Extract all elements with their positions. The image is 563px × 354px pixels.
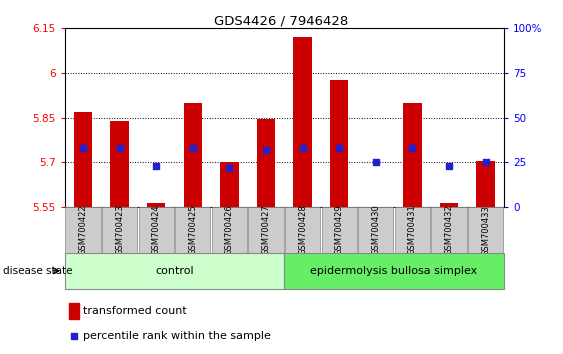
FancyBboxPatch shape [285,207,320,253]
Point [408,145,417,151]
Point [152,163,161,169]
Bar [110,121,129,207]
Bar [293,37,312,207]
FancyBboxPatch shape [65,207,101,253]
Point [225,165,234,171]
Point [188,145,197,151]
Point [298,145,307,151]
Bar [184,103,202,207]
FancyBboxPatch shape [212,207,247,253]
Point [79,145,88,151]
Point [481,160,490,165]
Text: GSM700422: GSM700422 [79,205,87,256]
Text: GSM700427: GSM700427 [262,205,270,256]
Text: percentile rank within the sample: percentile rank within the sample [83,331,271,341]
Point [115,145,124,151]
FancyBboxPatch shape [321,207,357,253]
FancyBboxPatch shape [248,207,284,253]
Text: transformed count: transformed count [83,306,187,316]
Text: GDS4426 / 7946428: GDS4426 / 7946428 [215,14,348,27]
Bar [403,103,422,207]
Bar [220,162,239,207]
Point [445,163,454,169]
Bar [147,202,166,207]
Bar [69,303,79,319]
Text: GSM700433: GSM700433 [481,205,490,256]
FancyBboxPatch shape [175,207,211,253]
FancyBboxPatch shape [138,207,174,253]
FancyBboxPatch shape [468,207,503,253]
Text: GSM700426: GSM700426 [225,205,234,256]
FancyBboxPatch shape [102,207,137,253]
Point [69,333,78,339]
Text: GSM700432: GSM700432 [445,205,453,256]
Bar [257,119,275,207]
Text: disease state: disease state [3,266,72,276]
Text: GSM700424: GSM700424 [152,205,160,256]
Text: GSM700429: GSM700429 [335,205,343,256]
FancyBboxPatch shape [358,207,394,253]
Text: GSM700425: GSM700425 [189,205,197,256]
Bar [330,80,348,207]
Bar [74,112,92,207]
Point [261,147,270,153]
Text: epidermolysis bullosa simplex: epidermolysis bullosa simplex [310,266,478,276]
FancyBboxPatch shape [395,207,430,253]
Bar [476,161,495,207]
Bar [440,202,458,207]
Text: control: control [155,266,194,276]
Point [334,145,343,151]
Point [372,160,381,165]
FancyBboxPatch shape [431,207,467,253]
FancyBboxPatch shape [284,253,504,289]
Text: GSM700430: GSM700430 [372,205,380,256]
Text: GSM700423: GSM700423 [115,205,124,256]
Text: GSM700431: GSM700431 [408,205,417,256]
Text: GSM700428: GSM700428 [298,205,307,256]
FancyBboxPatch shape [65,253,284,289]
